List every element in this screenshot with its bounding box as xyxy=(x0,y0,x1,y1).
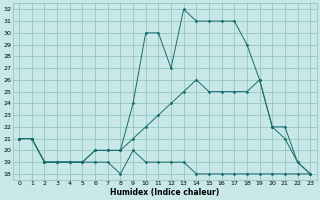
X-axis label: Humidex (Indice chaleur): Humidex (Indice chaleur) xyxy=(110,188,219,197)
